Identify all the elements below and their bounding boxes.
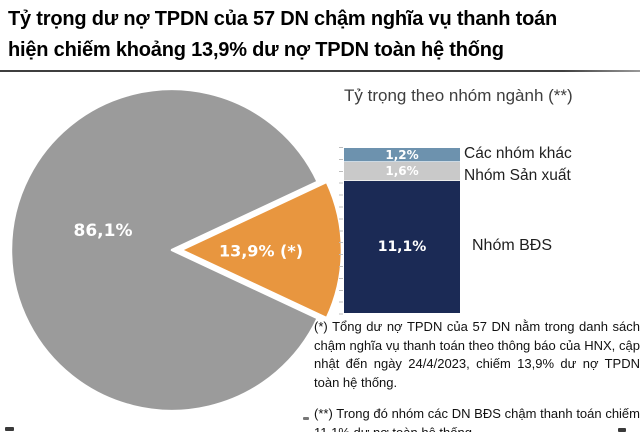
bar-segment-manufacturing: 1,6%: [344, 162, 460, 181]
bar-segment-value: 11,1%: [377, 239, 427, 255]
sector-stacked-bar: 1,2% 1,6% 11,1%: [344, 148, 460, 313]
page-title: Tỷ trọng dư nợ TPDN của 57 DN chậm nghĩa…: [8, 4, 638, 66]
clipped-text-fragment: [618, 428, 626, 432]
footnote-2: (**) Trong đó nhóm các DN BĐS chậm thanh…: [314, 406, 640, 432]
bar-category-label-other-groups: Các nhóm khác: [464, 145, 572, 162]
pie-label-minor: 13,9% (*): [218, 241, 304, 261]
repayment-share-pie-chart: [9, 87, 344, 413]
pie-label-major: 86,1%: [73, 221, 133, 241]
bar-segment-value: 1,2%: [385, 147, 419, 162]
bar-category-label-manufacturing: Nhóm Sản xuất: [464, 167, 571, 184]
clipped-text-fragment: [5, 427, 14, 431]
bar-segment-real-estate: 11,1%: [344, 181, 460, 313]
bar-segment-value: 1,6%: [385, 164, 419, 178]
page-title-line-2: hiện chiếm khoảng 13,9% dư nợ TPDN toàn …: [8, 39, 504, 61]
bar-segment-other-groups: 1,2%: [344, 148, 460, 162]
footnote-1: (*) Tổng dư nợ TPDN của 57 DN nằm trong …: [314, 319, 640, 390]
bar-axis-ticks: [339, 147, 343, 315]
bar-chart-title: Tỷ trọng theo nhóm ngành (**): [344, 86, 573, 105]
clipped-text-fragment: [303, 417, 309, 420]
title-divider: [0, 70, 640, 72]
bar-category-label-real-estate: Nhóm BĐS: [472, 237, 553, 254]
page-title-line-1: Tỷ trọng dư nợ TPDN của 57 DN chậm nghĩa…: [8, 8, 558, 30]
pie-slice-major: [9, 87, 320, 413]
footnotes: (*) Tổng dư nợ TPDN của 57 DN nằm trong …: [314, 318, 640, 432]
